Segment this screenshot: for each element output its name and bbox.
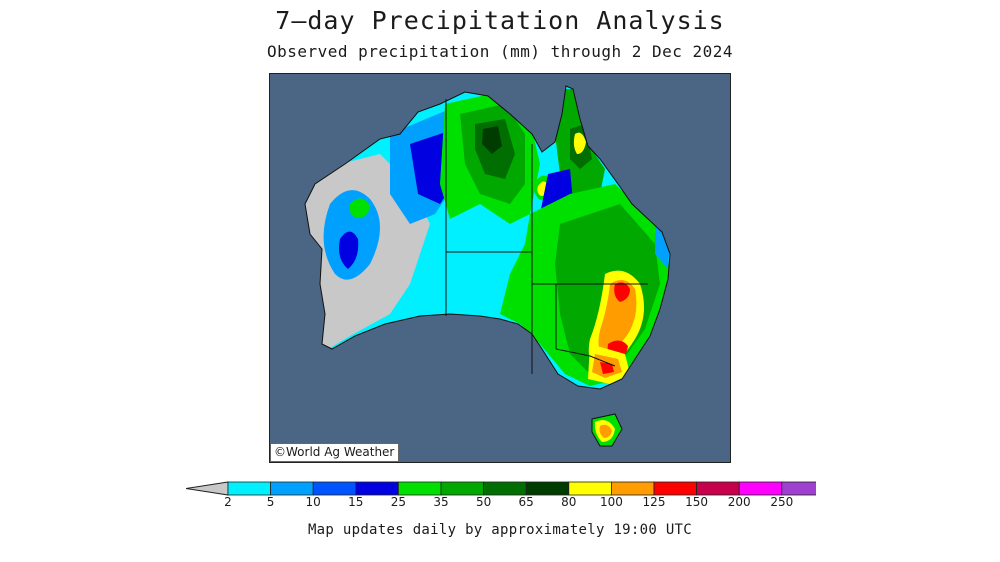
legend-bin (312, 481, 357, 496)
legend-label: 2 (224, 495, 232, 509)
state-borders (445, 99, 648, 374)
color-legend (186, 481, 816, 496)
tasmania-outline (591, 413, 623, 447)
legend-label: 150 (685, 495, 709, 509)
update-note: Map updates daily by approximately 19:00… (307, 522, 693, 538)
precipitation-map: ©World Ag Weather (269, 73, 731, 463)
legend-bin (397, 481, 442, 496)
mainland-rainfall (305, 86, 670, 389)
legend-bin (568, 481, 612, 496)
map-canvas (304, 85, 671, 447)
copyright-credit: ©World Ag Weather (270, 443, 400, 462)
legend-label: 200 (727, 495, 751, 509)
map-title: 7—day Precipitation Analysis (275, 6, 725, 35)
legend-bin (781, 481, 816, 496)
legend-bin (227, 481, 271, 496)
legend-bin (355, 481, 399, 496)
legend-under-arrow (186, 481, 229, 496)
legend-bin (696, 481, 740, 496)
legend-label: 50 (475, 495, 492, 509)
legend-bin (440, 481, 484, 496)
legend-bin (270, 481, 314, 496)
legend-bin (610, 481, 655, 496)
legend-label: 35 (433, 495, 449, 509)
legend-label: 125 (642, 495, 666, 509)
legend-bins (186, 481, 816, 496)
legend-bin (483, 481, 527, 496)
legend-label: 5 (266, 495, 275, 509)
legend-label: 15 (348, 495, 364, 509)
map-subtitle: Observed precipitation (mm) through 2 De… (266, 42, 734, 61)
legend-label: 25 (390, 495, 407, 509)
legend-bin (525, 481, 570, 496)
legend-bin (738, 481, 783, 496)
legend-label: 10 (305, 495, 321, 509)
legend-label: 65 (518, 495, 534, 509)
legend-label: 80 (561, 495, 577, 509)
legend-labels: 2 5 10 15 25 35 50 65 80 100 125 150 200 250 (0, 495, 1000, 511)
legend-label: 100 (599, 495, 623, 509)
legend-label: 250 (770, 495, 794, 509)
legend-bin (653, 481, 697, 496)
